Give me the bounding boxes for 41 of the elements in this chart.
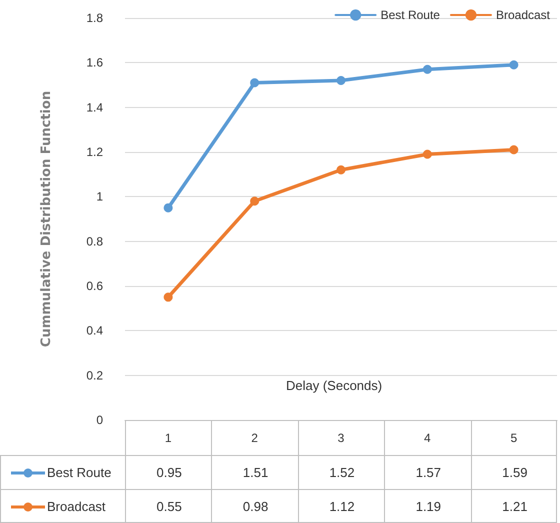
data-label: 1.21 — [501, 499, 528, 514]
point — [164, 203, 173, 212]
y-tick-label: 1.6 — [86, 56, 104, 70]
y-tick-label: 1.4 — [86, 100, 104, 114]
y-tick-label: 1 — [96, 190, 104, 204]
data-label: 1.51 — [242, 465, 270, 480]
point — [422, 150, 432, 159]
data-label: 0.98 — [242, 499, 270, 514]
legend-label: Broadcast — [496, 8, 551, 22]
y-tick-label: 0.2 — [86, 368, 104, 382]
data-label: 1.59 — [501, 465, 528, 480]
point — [509, 60, 518, 70]
y-tick-label: 1.8 — [86, 11, 104, 25]
legend-label: Best Route — [380, 8, 440, 22]
data-label: 1.12 — [328, 499, 356, 514]
point — [336, 76, 346, 86]
x-tick-label: 3 — [338, 431, 345, 445]
point — [336, 165, 346, 174]
x-tick-label: 5 — [510, 431, 518, 445]
y-tick-label: 0.8 — [86, 234, 104, 248]
y-tick-label: 0 — [96, 413, 104, 427]
point — [164, 292, 173, 302]
y-tick-label: 0.6 — [86, 279, 104, 293]
x-axis-title: Delay (Seconds) — [286, 378, 382, 393]
x-tick-label: 2 — [251, 431, 258, 445]
point — [509, 145, 518, 154]
point — [250, 78, 260, 88]
data-label: 1.57 — [414, 465, 442, 480]
data-label: 1.19 — [414, 499, 442, 514]
x-tick-label: 4 — [424, 431, 432, 445]
y-tick-label: 1.2 — [86, 145, 104, 159]
data-label: 0.95 — [156, 465, 183, 480]
y-tick-label: 0.4 — [86, 324, 104, 338]
point — [250, 196, 260, 206]
point — [422, 64, 432, 74]
data-label: 1.52 — [328, 465, 356, 480]
x-tick-label: 1 — [164, 431, 172, 445]
text: Best Route — [47, 465, 112, 480]
y-axis-title: Cummulative Distribution Function — [39, 90, 54, 348]
text: Broadcast — [47, 499, 106, 514]
data-label: 0.55 — [156, 499, 183, 514]
